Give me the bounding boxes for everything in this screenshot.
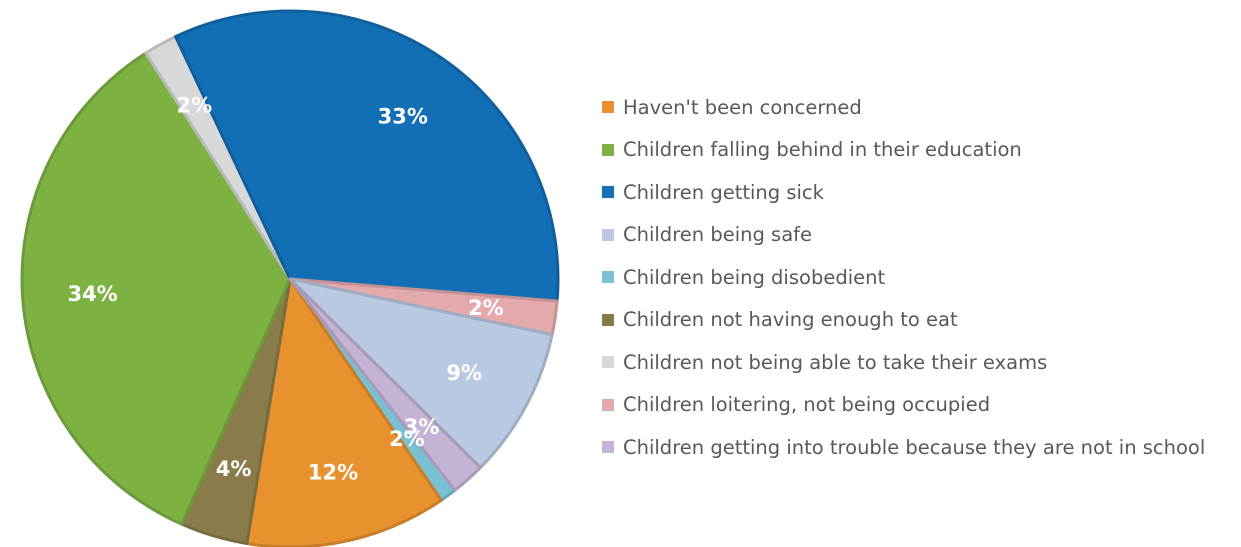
slice-label-8: 3% — [404, 415, 440, 439]
pie-slice-2 — [174, 9, 560, 303]
legend-label: Children not having enough to eat — [623, 308, 958, 332]
slice-label-0: 12% — [308, 460, 358, 484]
legend-label: Children not being able to take their ex… — [623, 350, 1048, 374]
legend-label: Children loitering, not being occupied — [623, 393, 991, 417]
legend-item: Children not having enough to eat — [602, 299, 1205, 342]
pie-slice-3 — [288, 277, 554, 470]
legend: Haven't been concerned Children falling b… — [602, 86, 1205, 469]
pie-slice-0 — [245, 277, 443, 547]
legend-swatch — [602, 271, 614, 284]
legend-label: Children falling behind in their educati… — [623, 138, 1022, 162]
legend-swatch — [602, 313, 614, 326]
legend-swatch — [602, 356, 614, 369]
legend-item: Children being disobedient — [602, 256, 1205, 299]
legend-item: Children being safe — [602, 214, 1205, 257]
slice-label-4: 2% — [389, 427, 425, 451]
slice-label-7: 2% — [468, 296, 504, 320]
legend-label: Children getting into trouble because th… — [623, 435, 1206, 459]
pie-slice-8 — [288, 277, 482, 492]
legend-label: Children being safe — [623, 223, 813, 247]
legend-item: Children not being able to take their ex… — [602, 341, 1205, 384]
legend-label: Children getting sick — [623, 180, 824, 204]
pie-slice-1 — [20, 51, 292, 526]
legend-swatch — [602, 398, 614, 411]
slice-label-2: 33% — [378, 104, 428, 128]
legend-item: Children getting into trouble because th… — [602, 426, 1205, 469]
slice-label-3: 9% — [446, 361, 482, 385]
legend-item: Children loitering, not being occupied — [602, 384, 1205, 427]
legend-swatch — [602, 143, 614, 156]
legend-item: Children falling behind in their educati… — [602, 129, 1205, 172]
legend-label: Children being disobedient — [623, 265, 886, 289]
pie-chart: 2% 12% 4% 34% 2% 33% 2% 9% 3% — [20, 9, 560, 547]
slice-label-1: 34% — [67, 282, 117, 306]
legend-swatch — [602, 441, 614, 454]
slice-label-6: 2% — [176, 94, 212, 118]
legend-item: Haven't been concerned — [602, 86, 1205, 129]
legend-swatch — [602, 101, 614, 114]
legend-swatch — [602, 228, 614, 241]
slice-label-5: 4% — [216, 457, 252, 481]
legend-item: Children getting sick — [602, 171, 1205, 214]
legend-label: Haven't been concerned — [623, 95, 862, 119]
legend-swatch — [602, 186, 614, 199]
